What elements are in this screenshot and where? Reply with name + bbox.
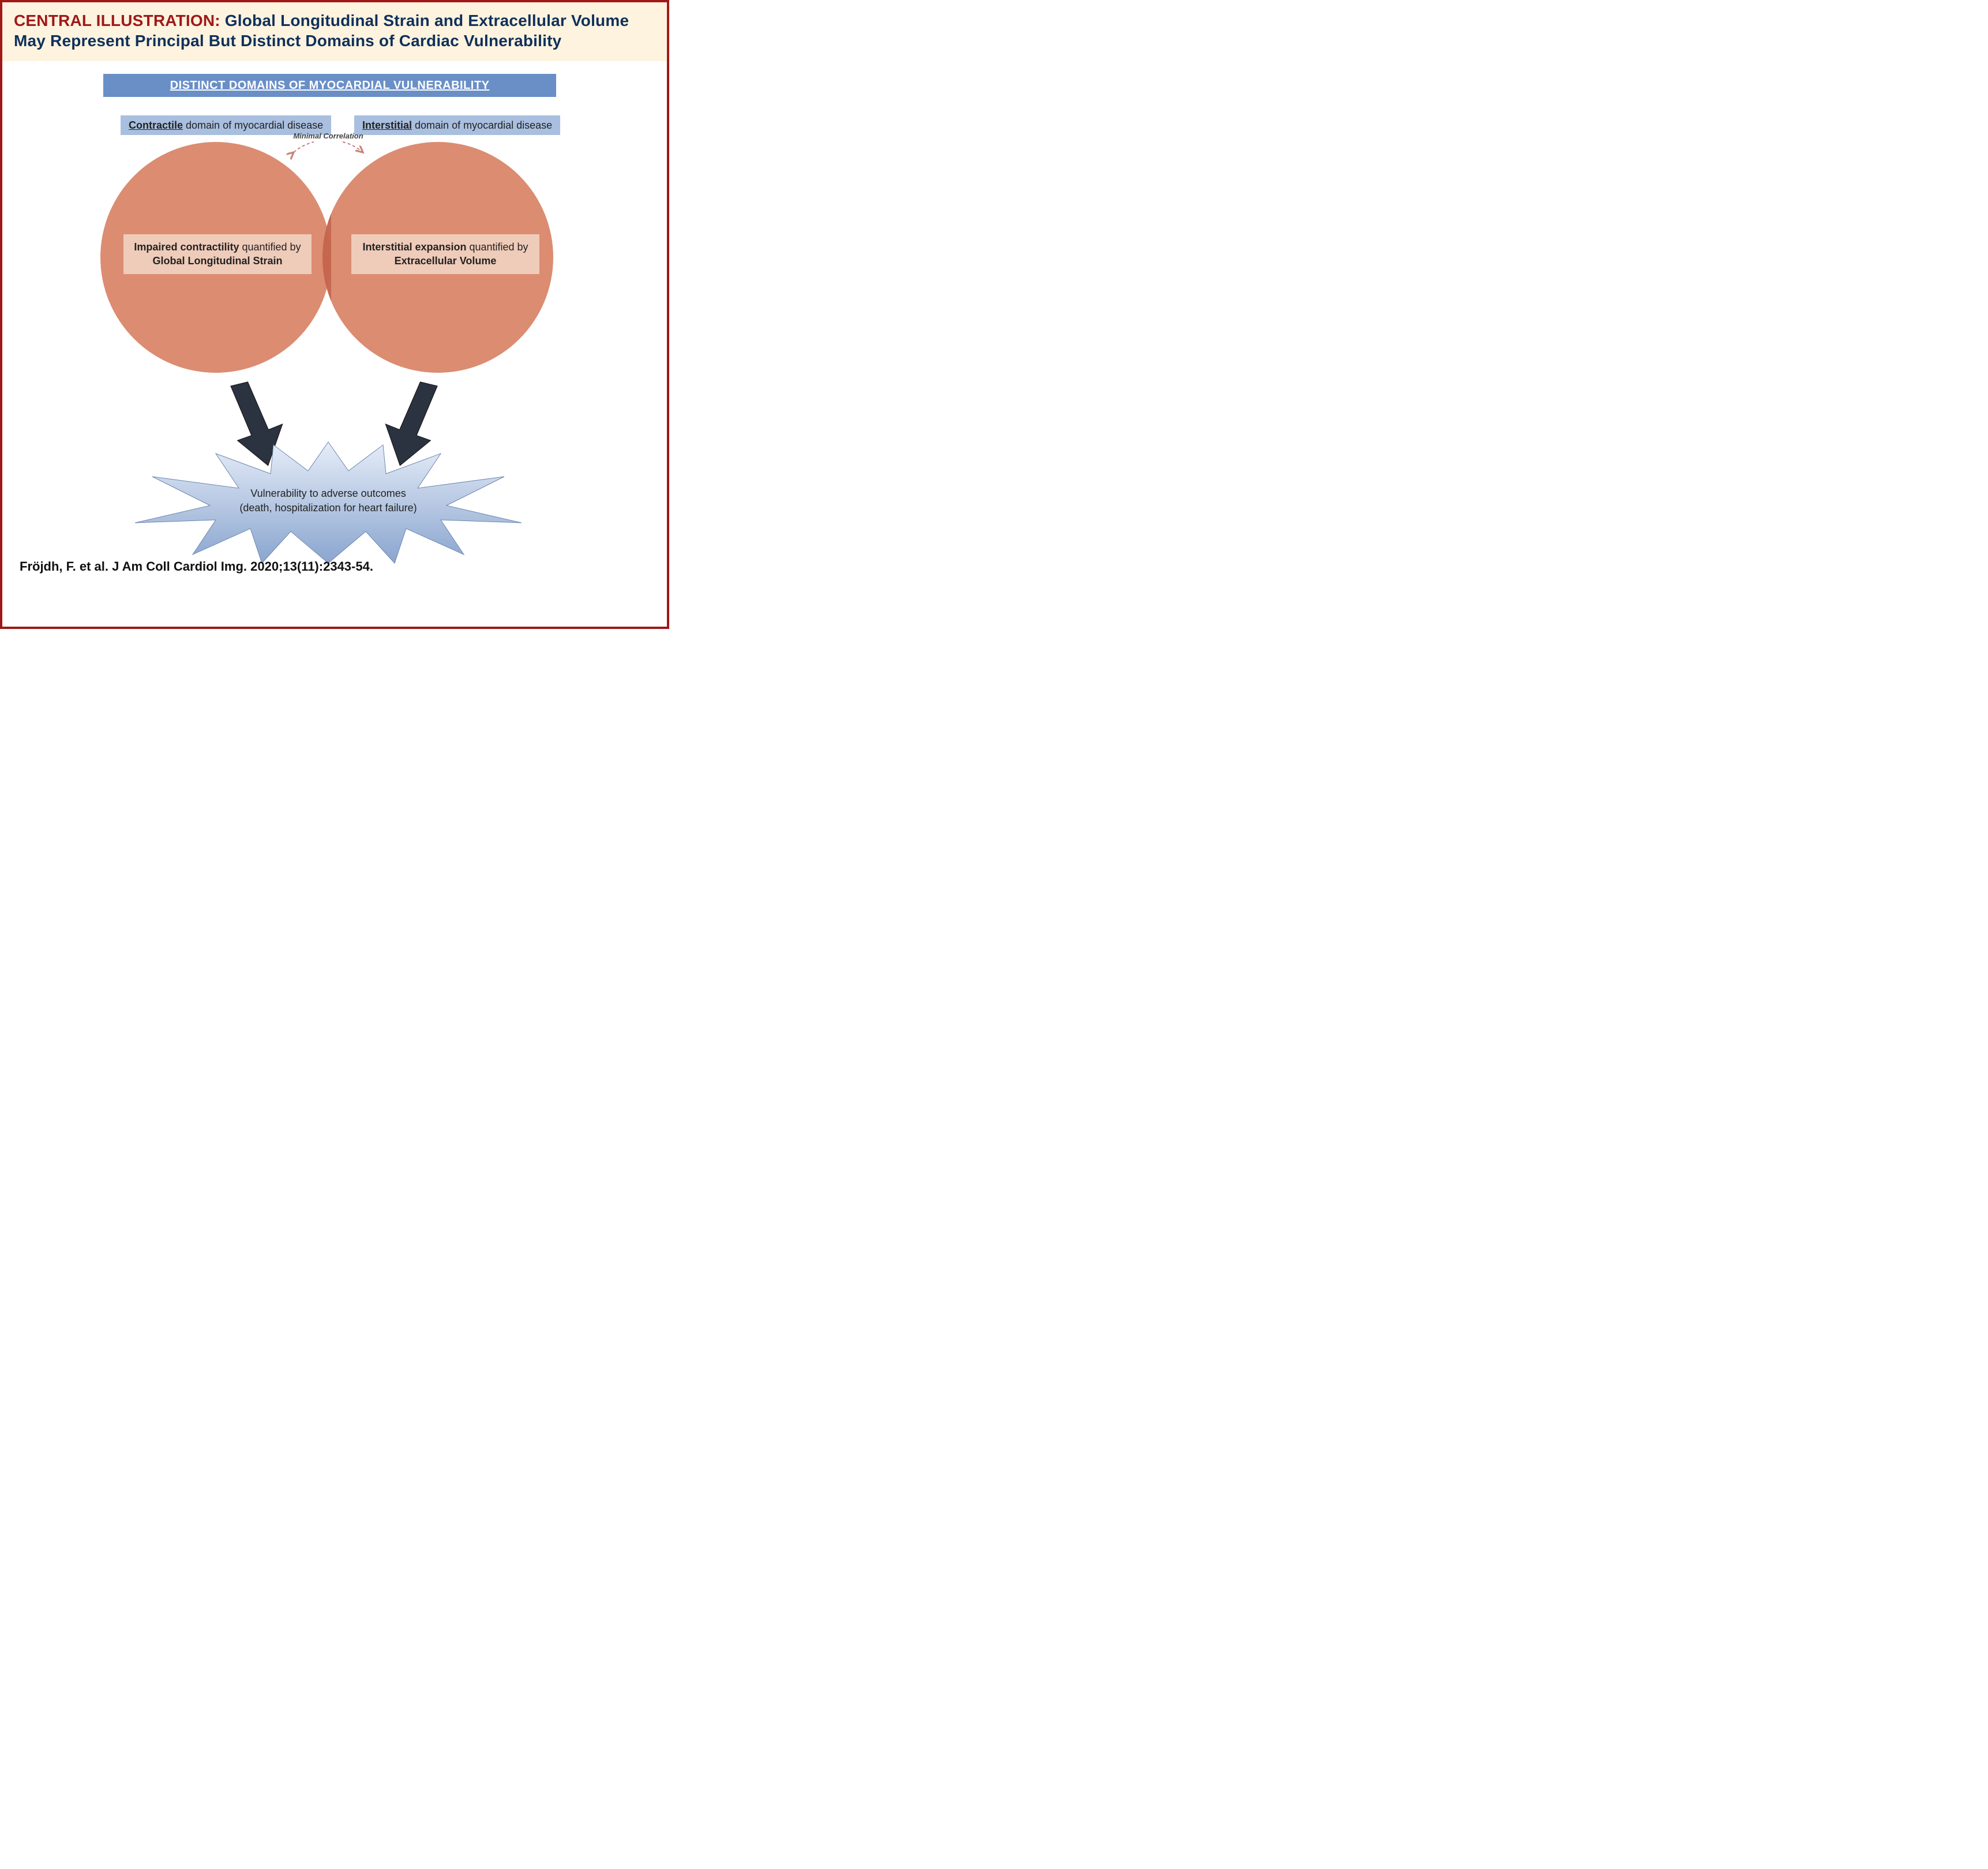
diagram-canvas: DISTINCT DOMAINS OF MYOCARDIAL VULNERABI… — [2, 61, 667, 583]
outcome-line1: Vulnerability to adverse outcomes — [250, 488, 406, 499]
title-lead: CENTRAL ILLUSTRATION: — [14, 12, 220, 29]
figure-frame: CENTRAL ILLUSTRATION: Global Longitudina… — [0, 0, 669, 629]
citation: Fröjdh, F. et al. J Am Coll Cardiol Img.… — [20, 559, 373, 574]
outcome-burst: Vulnerability to adverse outcomes (death… — [2, 61, 672, 583]
outcome-line2: (death, hospitalization for heart failur… — [239, 502, 417, 514]
figure-title: CENTRAL ILLUSTRATION: Global Longitudina… — [14, 10, 655, 51]
header-band: CENTRAL ILLUSTRATION: Global Longitudina… — [2, 2, 667, 61]
